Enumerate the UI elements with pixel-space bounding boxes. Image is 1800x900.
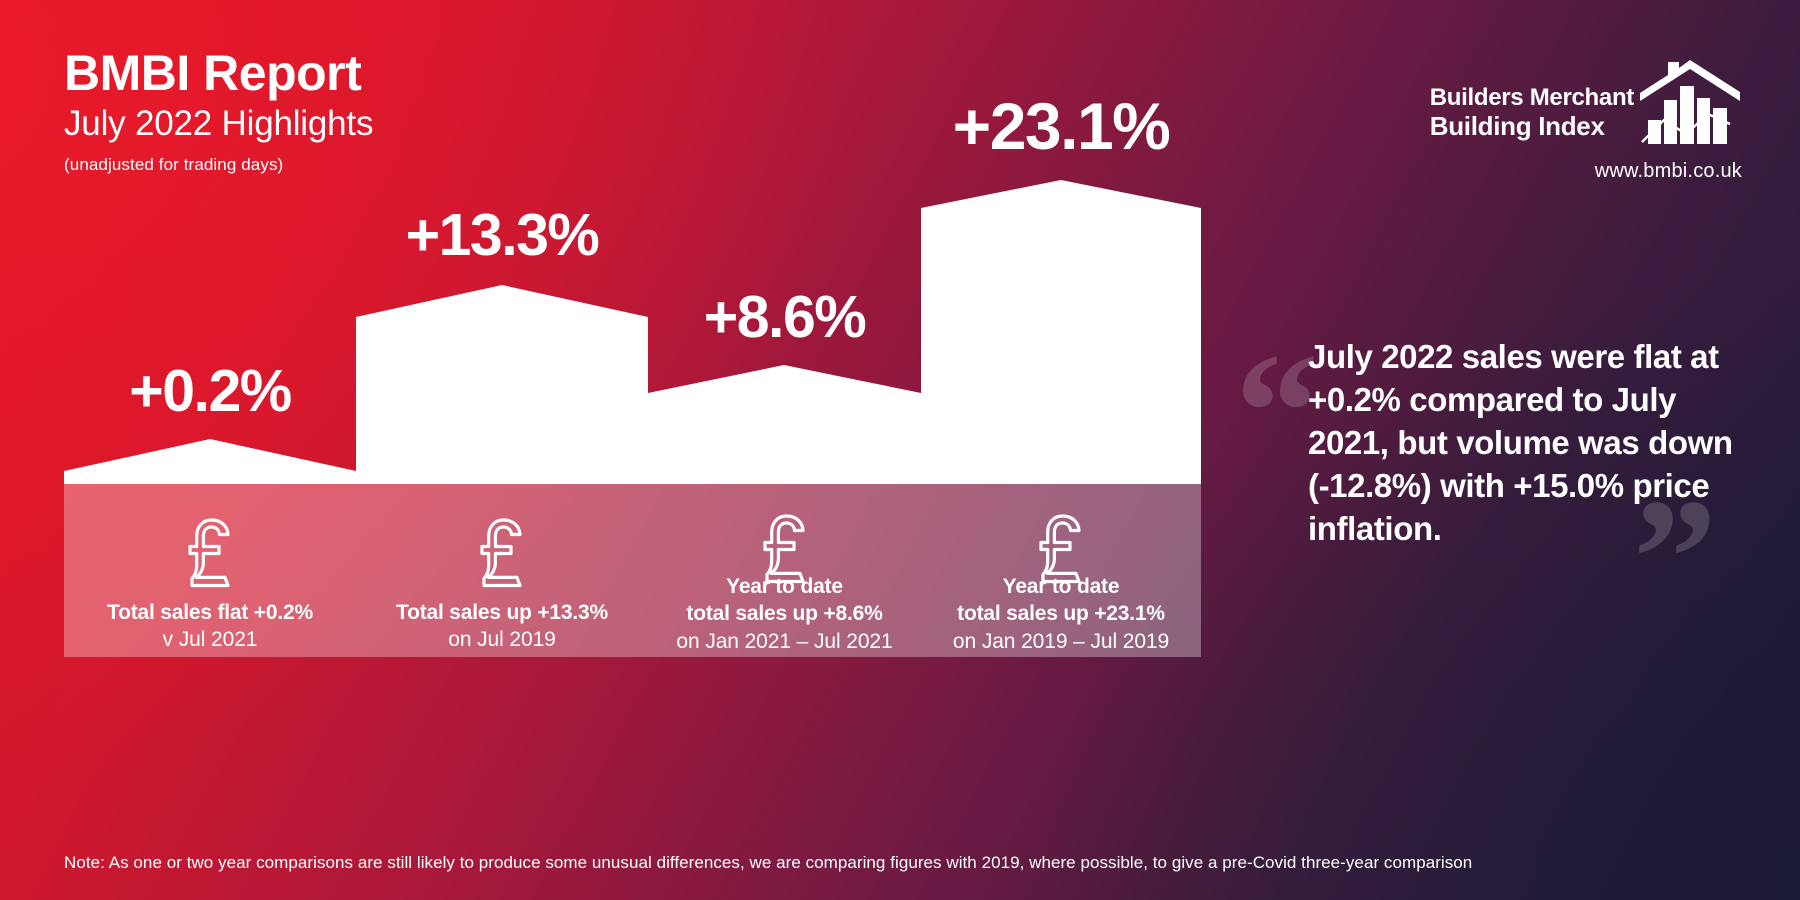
bar-house-shape-1 (64, 439, 356, 657)
bar-caption-4-line1: Year to date (1002, 575, 1120, 598)
footer-note: Note: As one or two year comparisons are… (64, 853, 1473, 872)
logo-line-2: Building Index (1429, 110, 1605, 141)
bar-column-4[interactable]: +23.1% Year to date total sales up +23.1… (921, 89, 1201, 657)
bar-house-shape-3 (648, 365, 921, 657)
quote-open-mark: “ (1235, 319, 1319, 505)
bar-caption-3-line1: Year to date (726, 575, 843, 598)
bar-caption-2: Total sales up +13.3% on Jul 2019 (356, 599, 648, 654)
bar-caption-3-line3: on Jan 2021 – Jul 2021 (676, 629, 893, 653)
pound-sterling-icon (1039, 514, 1081, 584)
bar-value-1: +0.2% (129, 358, 292, 424)
bar-icon-wrap-4 (921, 513, 1201, 589)
header-note: (unadjusted for trading days) (64, 154, 284, 174)
bar-caption-1: Total sales flat +0.2% v Jul 2021 (64, 599, 356, 654)
bar-caption-3: Year to date total sales up +8.6% on Jan… (648, 573, 921, 655)
bar-column-1[interactable]: +0.2% Total sales flat +0.2% v Jul 2021 (64, 358, 356, 657)
bar-value-3: +8.6% (703, 284, 867, 350)
bar-value-4: +23.1% (952, 89, 1171, 163)
bar-caption-1-line2: v Jul 2021 (162, 628, 258, 652)
pound-sterling-icon (762, 514, 805, 584)
bar-column-2[interactable]: +13.3% Total sales up +13.3% on Jul 2019 (356, 202, 648, 657)
pound-sterling-icon (188, 518, 230, 588)
bar-caption-2-line1: Total sales up +13.3% (396, 601, 608, 624)
bar-caption-4-line3: on Jan 2019 – Jul 2019 (952, 629, 1170, 653)
house-bar-chart-icon (1640, 60, 1740, 144)
quote-block: “ July 2022 sales were flat at +0.2% com… (1235, 328, 1735, 642)
bar-icon-wrap-2 (356, 517, 648, 593)
bar-caption-1-line1: Total sales flat +0.2% (107, 601, 313, 624)
bar-icon-wrap-1 (64, 517, 356, 593)
bmbi-logo[interactable]: Builders Merchant Building Index www.bmb… (1430, 56, 1742, 183)
bar-house-shape-4 (921, 180, 1201, 657)
header-block: BMBI Report July 2022 Highlights (unadju… (64, 46, 373, 175)
bar-value-2: +13.3% (405, 202, 600, 268)
page-subtitle: July 2022 Highlights (64, 104, 374, 143)
quote-text: July 2022 sales were flat at +0.2% compa… (1308, 338, 1733, 547)
bar-caption-4-line2: total sales up +23.1% (957, 602, 1165, 626)
bar-caption-4: Year to date total sales up +23.1% on Ja… (921, 573, 1201, 655)
bar-caption-2-line2: on Jul 2019 (448, 628, 556, 652)
pound-sterling-icon (480, 518, 522, 588)
bar-icon-wrap-3 (648, 513, 921, 589)
quote-close-mark: ” (1633, 465, 1717, 652)
page-title: BMBI Report (64, 45, 362, 101)
bar-column-3[interactable]: +8.6% Year to date total sales up +8.6% … (648, 284, 921, 657)
logo-url[interactable]: www.bmbi.co.uk (1594, 160, 1742, 182)
bar-house-shape-2 (356, 285, 648, 657)
logo-line-1: Builders Merchant (1429, 84, 1635, 112)
bar-caption-3-line2: total sales up +8.6% (686, 602, 883, 626)
